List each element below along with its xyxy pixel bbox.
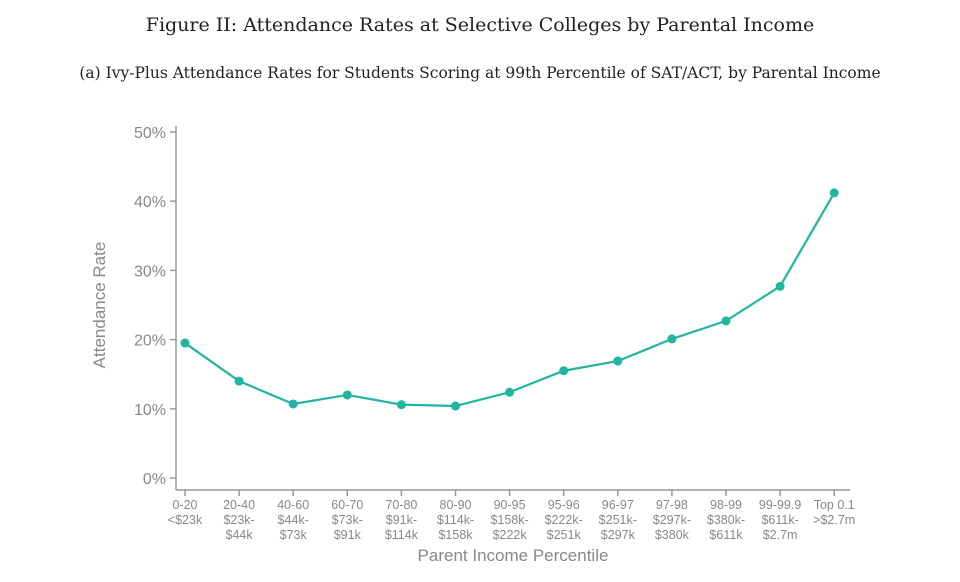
x-tick-label: $380k [655, 528, 690, 542]
x-tick-label: 95-96 [548, 498, 580, 512]
x-tick-label: $251k [547, 528, 582, 542]
y-tick-label: 20% [134, 333, 166, 350]
data-point [829, 188, 839, 198]
x-tick-label: $44k- [278, 513, 309, 527]
y-tick-label: 50% [134, 125, 166, 142]
series-line [184, 192, 836, 408]
figure-subtitle: (a) Ivy-Plus Attendance Rates for Studen… [79, 64, 881, 82]
x-tick-label: <$23k [168, 513, 203, 527]
x-tick-label: 70-80 [385, 498, 417, 512]
y-tick-label: 10% [134, 402, 166, 419]
x-tick-label: $158k- [490, 513, 528, 527]
x-tick-label: $380k- [707, 513, 745, 527]
y-tick-label: 0% [143, 471, 166, 488]
x-tick-label: $297k- [653, 513, 691, 527]
data-point [396, 400, 406, 410]
x-tick-label: 40-60 [277, 498, 309, 512]
x-axis-label: Parent Income Percentile [418, 546, 609, 565]
x-tick-label: 98-99 [710, 498, 742, 512]
x-tick-label: 96-97 [602, 498, 634, 512]
x-tick-label: 60-70 [331, 498, 363, 512]
x-tick-label: $114k [385, 528, 419, 542]
x-tick-label: $91k- [386, 513, 417, 527]
x-tick-label: $611k- [761, 513, 798, 527]
x-tick-label: $2.7m [763, 528, 798, 542]
data-point [288, 399, 298, 409]
data-point [559, 366, 569, 376]
x-tick-label: $23k- [223, 513, 254, 527]
y-tick-label: 40% [134, 194, 166, 211]
x-tick-label: >$2.7m [813, 513, 855, 527]
x-tick-label: $91k [334, 528, 362, 542]
x-tick-label: $222k- [545, 513, 583, 527]
x-tick-label: 90-95 [494, 498, 526, 512]
x-tick-label: 99-99.9 [759, 498, 801, 512]
x-tick-label: $297k [601, 528, 636, 542]
data-point [505, 387, 515, 397]
x-tick-label: $251k- [599, 513, 637, 527]
x-tick-label: $611k [709, 528, 743, 542]
figure-title: Figure II: Attendance Rates at Selective… [145, 14, 815, 36]
x-tick-label: Top 0.1 [814, 498, 855, 512]
data-point [667, 334, 677, 344]
x-tick-label: $158k [438, 528, 473, 542]
y-axis-label: Attendance Rate [90, 242, 109, 369]
data-point [180, 338, 190, 348]
x-tick-label: $222k [493, 528, 528, 542]
data-point [451, 401, 460, 411]
x-tick-label: $44k [226, 528, 254, 542]
x-tick-label: 0-20 [172, 498, 197, 512]
y-tick-label: 30% [134, 263, 166, 280]
x-tick-label: $73k [280, 528, 308, 542]
x-tick-label: $114k- [437, 513, 474, 527]
x-tick-label: 97-98 [656, 498, 688, 512]
data-point [613, 356, 623, 366]
data-point [775, 281, 785, 291]
x-tick-label: 80-90 [440, 498, 472, 512]
data-point [721, 316, 731, 326]
x-tick-label: $73k- [332, 513, 363, 527]
data-point [234, 376, 244, 386]
x-tick-label: 20-40 [223, 498, 255, 512]
data-point [342, 390, 352, 400]
